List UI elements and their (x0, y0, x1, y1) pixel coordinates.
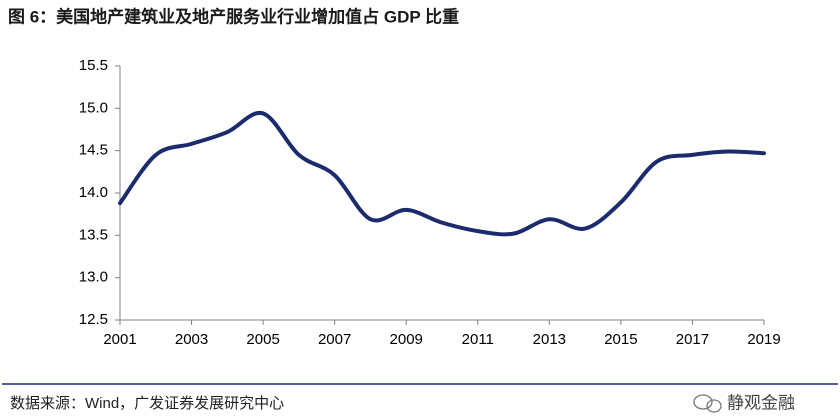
watermark: 静观金融 (727, 393, 795, 412)
x-tick-label: 2009 (390, 331, 423, 348)
chart-title: 图 6：美国地产建筑业及地产服务业行业增加值占 GDP 比重 (8, 6, 459, 26)
x-tick-label: 2001 (103, 331, 136, 348)
x-tick-label: 2019 (747, 331, 780, 348)
y-tick-label: 13.0 (79, 269, 108, 286)
data-line (118, 110, 766, 237)
source: 数据来源：Wind，广发证券发展研究中心 (10, 395, 284, 412)
x-tick-label: 2017 (676, 331, 709, 348)
y-tick-label: 12.5 (79, 311, 108, 328)
watermark-icon (693, 394, 722, 413)
x-tick-label: 2015 (604, 331, 637, 348)
x-tick-label: 2007 (318, 331, 351, 348)
y-tick-label: 14.5 (79, 142, 108, 159)
x-tick-label: 2003 (175, 331, 208, 348)
y-tick-label: 15.5 (79, 57, 108, 74)
x-tick-label: 2011 (462, 331, 494, 348)
y-tick-label: 15.0 (79, 99, 108, 116)
y-tick-label: 14.0 (79, 184, 108, 201)
x-tick-label: 2005 (246, 331, 279, 348)
y-tick-label: 13.5 (79, 226, 108, 243)
x-tick-label: 2013 (533, 331, 566, 348)
